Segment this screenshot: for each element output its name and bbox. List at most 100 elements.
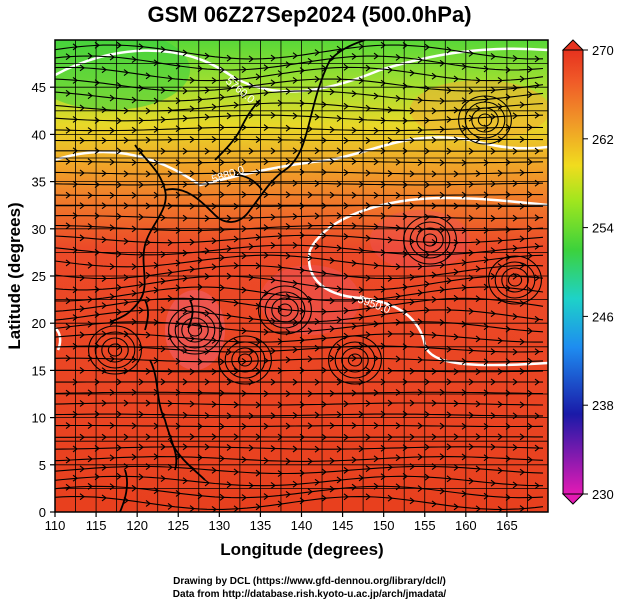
wind-arrowhead bbox=[343, 63, 349, 71]
wind-arrowhead bbox=[270, 54, 276, 62]
wind-arrowhead bbox=[439, 422, 445, 430]
wind-arrowhead bbox=[131, 159, 137, 166]
wind-arrowhead bbox=[424, 181, 430, 189]
wind-arrowhead bbox=[197, 422, 203, 430]
wind-arrowhead bbox=[233, 262, 239, 270]
wind-arrowhead bbox=[204, 443, 210, 451]
wind-arrowhead bbox=[255, 503, 261, 511]
wind-arrowhead bbox=[270, 213, 276, 221]
wind-arrowhead bbox=[468, 477, 474, 485]
wind-arrowhead bbox=[395, 191, 401, 199]
x-tick-label: 125 bbox=[167, 518, 189, 533]
credit-data-source: Data from http://database.rish.kyoto-u.a… bbox=[172, 589, 447, 600]
wind-arrowhead bbox=[534, 55, 540, 63]
wind-arrowhead bbox=[380, 79, 386, 87]
wind-arrowhead bbox=[277, 433, 283, 441]
wind-arrowhead bbox=[387, 433, 393, 441]
wind-arrowhead bbox=[270, 79, 276, 87]
wind-arrowhead bbox=[145, 367, 151, 375]
wind-arrowhead bbox=[409, 69, 415, 77]
wind-arrowhead bbox=[373, 262, 379, 269]
wind-arrowhead bbox=[72, 445, 78, 453]
wind-arrowhead bbox=[116, 181, 122, 189]
wind-arrowhead bbox=[329, 191, 335, 199]
wind-arrowhead bbox=[248, 482, 254, 490]
wind-arrowhead bbox=[241, 91, 247, 99]
wind-arrowhead bbox=[387, 66, 393, 74]
wind-arrowhead bbox=[475, 76, 481, 84]
wind-arrowhead bbox=[211, 337, 217, 344]
wind-arrowhead bbox=[79, 202, 85, 210]
wind-arrowhead bbox=[497, 433, 503, 441]
wind-arrowhead bbox=[439, 226, 445, 234]
wind-arrowhead bbox=[365, 331, 371, 339]
wind-arrowhead bbox=[307, 191, 313, 199]
wind-arrowhead bbox=[233, 101, 239, 109]
wind-arrowhead bbox=[321, 136, 327, 144]
wind-arrowhead bbox=[116, 117, 122, 125]
wind-arrowhead bbox=[446, 277, 452, 285]
wind-arrowhead bbox=[380, 147, 386, 155]
wind-arrowhead bbox=[101, 399, 107, 407]
wind-arrowhead bbox=[534, 482, 540, 490]
vortex-ring bbox=[501, 267, 529, 293]
wind-arrowhead bbox=[365, 493, 371, 501]
wind-arrowhead bbox=[505, 494, 511, 501]
wind-arrowhead bbox=[483, 191, 489, 199]
wind-arrowhead bbox=[197, 96, 203, 103]
streamline bbox=[55, 402, 544, 406]
wind-arrowhead bbox=[226, 147, 232, 155]
wind-arrowhead bbox=[395, 263, 401, 271]
wind-arrowhead bbox=[424, 213, 430, 221]
wind-arrowhead bbox=[446, 306, 452, 314]
wind-arrowhead bbox=[182, 307, 188, 315]
vortex-ring bbox=[409, 221, 451, 259]
wind-arrowhead bbox=[387, 463, 393, 471]
wind-arrowhead bbox=[329, 325, 335, 333]
wind-arrowhead bbox=[72, 314, 78, 321]
wind-arrowhead bbox=[138, 213, 144, 221]
wind-arrowhead bbox=[505, 66, 511, 74]
wind-arrowhead bbox=[519, 235, 525, 243]
wind-arrowhead bbox=[453, 136, 459, 144]
wind-arrowhead bbox=[497, 368, 503, 376]
y-tick-label: 5 bbox=[39, 458, 46, 473]
wind-arrowhead bbox=[189, 400, 195, 408]
wind-arrowhead bbox=[351, 389, 357, 397]
wind-arrowhead bbox=[263, 124, 269, 132]
wind-arrowhead bbox=[336, 212, 342, 220]
wind-arrowhead bbox=[65, 157, 71, 165]
wind-arrowhead bbox=[417, 263, 423, 270]
wind-arrowhead bbox=[175, 490, 181, 497]
wind-arrowhead bbox=[138, 344, 144, 352]
wind-arrowhead bbox=[321, 101, 327, 108]
wind-arrowhead bbox=[219, 191, 225, 199]
wind-arrowhead bbox=[131, 191, 137, 199]
wind-arrowhead bbox=[285, 252, 291, 260]
wind-arrowhead bbox=[512, 348, 518, 356]
wind-arrowhead bbox=[248, 111, 254, 119]
wind-arrowhead bbox=[160, 306, 166, 314]
wind-arrowhead bbox=[175, 125, 181, 133]
wind-arrowhead bbox=[373, 320, 379, 328]
wind-arrowhead bbox=[468, 214, 474, 222]
wind-arrowhead bbox=[307, 87, 313, 95]
wind-arrowhead bbox=[197, 492, 203, 500]
wind-arrowhead bbox=[351, 456, 357, 464]
wind-arrowhead bbox=[292, 279, 298, 287]
wind-arrowhead bbox=[182, 114, 188, 122]
wind-arrowhead bbox=[65, 297, 71, 305]
wind-arrowhead bbox=[277, 264, 283, 271]
wind-arrowhead bbox=[409, 170, 415, 178]
streamline bbox=[55, 446, 544, 450]
vortex-ring bbox=[218, 335, 272, 385]
wind-arrowhead bbox=[167, 170, 173, 178]
wind-arrowhead bbox=[380, 212, 386, 220]
wind-arrowhead bbox=[351, 158, 357, 165]
wind-arrowhead bbox=[116, 284, 122, 291]
colorbar-min-arrow bbox=[561, 493, 585, 505]
wind-arrowhead bbox=[204, 147, 210, 155]
wind-arrowhead bbox=[65, 483, 71, 491]
wind-arrowhead bbox=[116, 378, 122, 386]
